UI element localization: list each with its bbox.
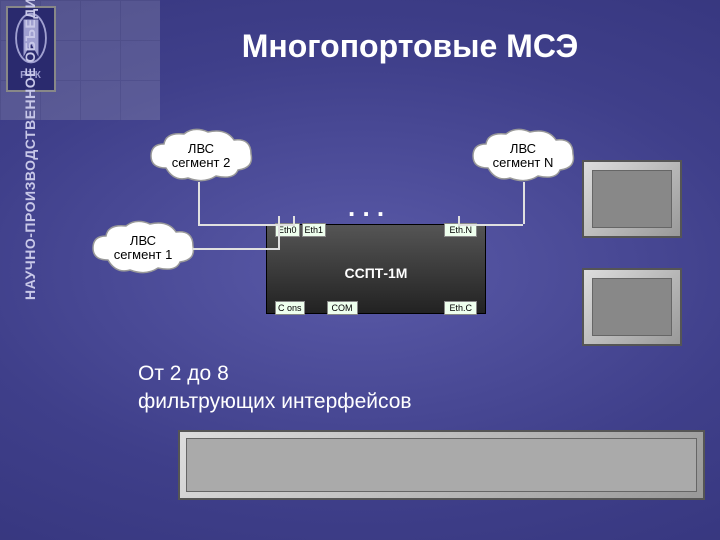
cloud-label-1: ЛВСсегмент 1 [114, 234, 173, 263]
wire-segN [523, 182, 525, 224]
device-box: Eth0 Eth1 Eth.N ССПТ-1М C ons COM Eth.C [266, 224, 486, 314]
wire-seg2 [198, 182, 200, 224]
port-com: COM [327, 301, 358, 315]
wire-seg1-h [193, 248, 278, 250]
cloud-label-n: ЛВСсегмент N [493, 142, 554, 171]
device-photo-2 [582, 268, 682, 346]
cloud-segment-1: ЛВСсегмент 1 [88, 220, 198, 276]
caption-text: От 2 до 8фильтрующих интерфейсов [138, 360, 412, 417]
port-ethc: Eth.C [444, 301, 477, 315]
cloud-segment-2: ЛВСсегмент 2 [146, 128, 256, 184]
port-eth1: Eth1 [302, 223, 327, 237]
wire-segN-h [458, 224, 523, 226]
device-name: ССПТ-1М [267, 265, 485, 281]
page-title: Многопортовые МСЭ [130, 28, 690, 65]
device-photo-1 [582, 160, 682, 238]
device-photo-3 [178, 430, 705, 500]
sidebar-label: НАУЧНО-ПРОИЗВОДСТВЕННОЕ ОБЪЕДИНЕНИЕ РТК [22, 0, 38, 300]
wire-seg1-v [278, 216, 280, 250]
wire-segN-v2 [458, 216, 460, 226]
port-cons: C ons [275, 301, 305, 315]
device-ports-bottom: C ons COM Eth.C [275, 301, 477, 315]
cloud-label-2: ЛВСсегмент 2 [172, 142, 231, 171]
cloud-segment-n: ЛВСсегмент N [468, 128, 578, 184]
ellipsis: . . . [348, 192, 384, 223]
device-ports-top: Eth0 Eth1 Eth.N [275, 223, 477, 237]
wire-seg2-v2 [293, 216, 295, 226]
content-area: ЛВСсегмент 2 ЛВСсегмент N ЛВСсегмент 1 .… [68, 120, 700, 520]
